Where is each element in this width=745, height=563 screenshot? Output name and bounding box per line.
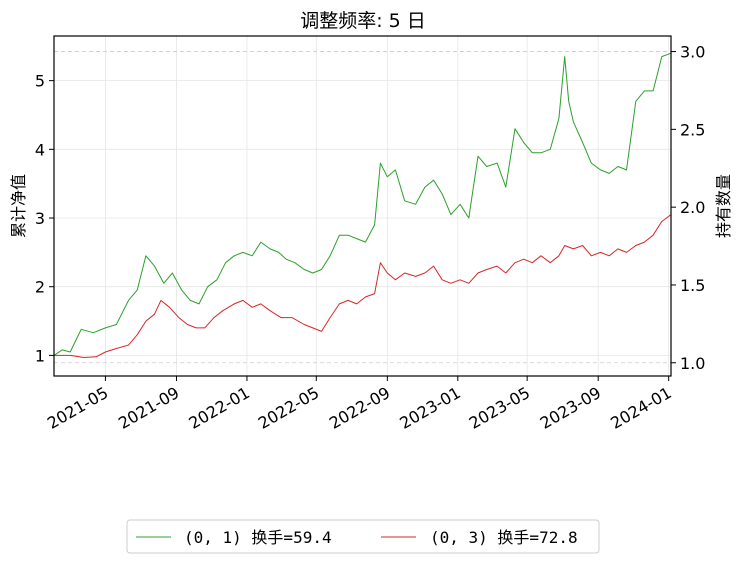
legend: (0, 1) 换手=59.4 (0, 3) 换手=72.8 — [126, 519, 600, 554]
y-tick-label: 4 — [35, 140, 45, 159]
chart-title: 调整频率: 5 日 — [300, 10, 426, 32]
y-tick-label: 1 — [35, 346, 45, 365]
x-tick-label: 2023-01 — [396, 383, 463, 433]
right-y-axis: 1.0 1.5 2.0 2.5 3.0 — [671, 43, 705, 373]
x-tick-label: 2021-05 — [44, 383, 111, 433]
left-y-axis: 1 2 3 4 5 — [35, 72, 54, 365]
left-y-axis-title: 累计净值 — [9, 174, 28, 238]
right-y-axis-title: 持有数量 — [714, 174, 733, 238]
y-tick-label: 5 — [35, 72, 45, 91]
x-tick-label: 2022-01 — [186, 383, 253, 433]
gridlines — [54, 36, 671, 376]
y-tick-label: 3 — [35, 209, 45, 228]
y2-tick-label: 1.0 — [680, 354, 705, 373]
y2-tick-label: 1.5 — [680, 276, 705, 295]
y2-tick-label: 3.0 — [680, 43, 705, 62]
x-tick-label: 2023-05 — [466, 383, 533, 433]
x-axis: 2021-05 2021-09 2022-01 2022-05 2022-09 2023-… — [44, 376, 675, 433]
plot-frame — [53, 35, 672, 377]
legend-label-green: (0, 1) 换手=59.4 — [184, 528, 332, 547]
series-layer — [53, 52, 672, 358]
y-tick-label: 2 — [35, 278, 45, 297]
series-line-green — [53, 52, 672, 356]
x-tick-label: 2022-09 — [326, 383, 393, 433]
legend-frame — [126, 519, 600, 554]
y2-tick-label: 2.5 — [680, 120, 705, 139]
legend-label-red: (0, 3) 换手=72.8 — [430, 528, 578, 547]
series-line-red — [54, 214, 672, 358]
x-tick-label: 2022-05 — [255, 383, 322, 433]
x-tick-label: 2023-09 — [537, 383, 604, 433]
x-tick-label: 2024-01 — [607, 383, 674, 433]
x-tick-label: 2021-09 — [115, 383, 182, 433]
y2-tick-label: 2.0 — [680, 198, 705, 217]
